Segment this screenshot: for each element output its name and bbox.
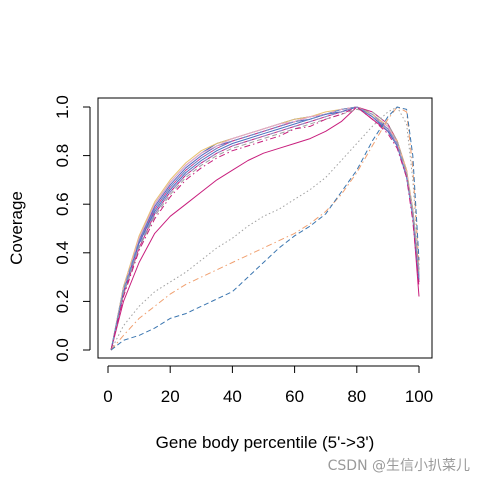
x-tick-label: 60 — [285, 387, 304, 406]
x-axis: 0 20 40 60 80 100 — [103, 365, 433, 406]
y-tick-label: 0.8 — [53, 144, 72, 168]
series-line-15 — [110, 106, 420, 351]
x-axis-title: Gene body percentile (5'->3') — [156, 433, 375, 452]
series-line-14 — [110, 106, 420, 351]
series-line-11 — [110, 106, 420, 351]
series-line-8 — [110, 106, 420, 351]
y-axis: 0.0 0.2 0.4 0.6 0.8 1.0 — [53, 95, 91, 362]
watermark-text: CSDN @生信小扒菜儿 — [328, 458, 470, 474]
series-line-12 — [110, 106, 420, 351]
x-tick-label: 20 — [161, 387, 180, 406]
plot-frame — [97, 97, 433, 359]
y-tick-label: 0.6 — [53, 192, 72, 216]
y-tick-label: 0.4 — [53, 241, 72, 265]
series-line-9 — [110, 106, 420, 351]
series-lines — [110, 106, 420, 351]
series-line-10 — [110, 108, 420, 351]
x-tick-label: 0 — [103, 387, 112, 406]
x-tick-label: 40 — [223, 387, 242, 406]
y-axis-title: Coverage — [7, 191, 26, 265]
x-tick-label: 100 — [405, 387, 433, 406]
y-tick-label: 0.2 — [53, 290, 72, 314]
y-tick-label: 1.0 — [53, 95, 72, 119]
x-tick-label: 80 — [347, 387, 366, 406]
series-line-7 — [110, 106, 420, 351]
y-tick-label: 0.0 — [53, 338, 72, 362]
